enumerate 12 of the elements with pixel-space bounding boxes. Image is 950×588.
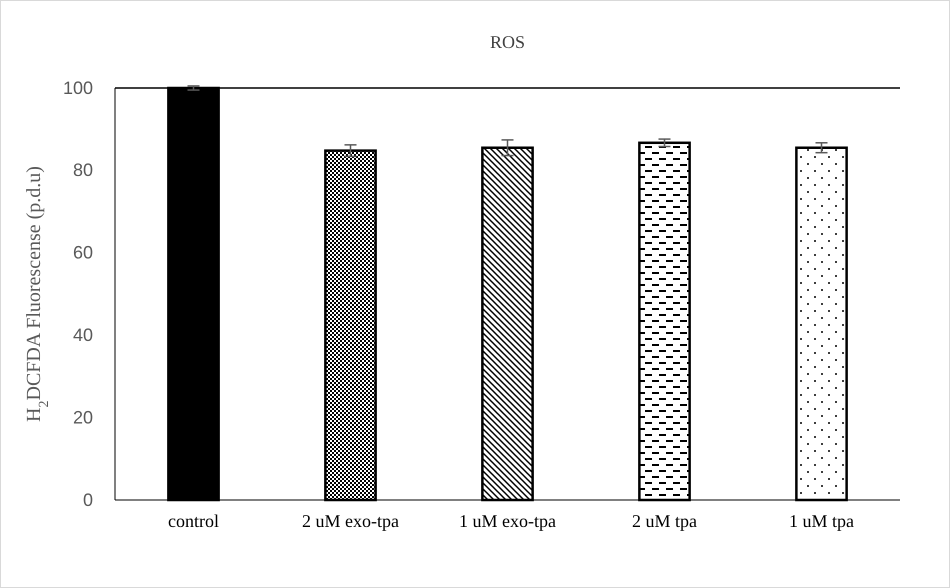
y-tick-label: 80 xyxy=(72,160,93,180)
y-tick-label: 0 xyxy=(82,490,93,510)
x-tick-label: 1 uM exo-tpa xyxy=(459,510,556,531)
y-tick-label: 60 xyxy=(72,242,93,263)
y-tick-label: 100 xyxy=(62,78,93,98)
x-tick-label: control xyxy=(168,510,219,531)
y-tick-label: 20 xyxy=(72,407,93,428)
x-tick-label: 2 uM exo-tpa xyxy=(302,510,399,531)
chart-title: ROS xyxy=(490,32,526,52)
x-tick-label: 1 uM tpa xyxy=(789,510,854,531)
y-tick-label: 40 xyxy=(72,324,93,345)
x-tick-label: 2 uM tpa xyxy=(632,510,698,531)
